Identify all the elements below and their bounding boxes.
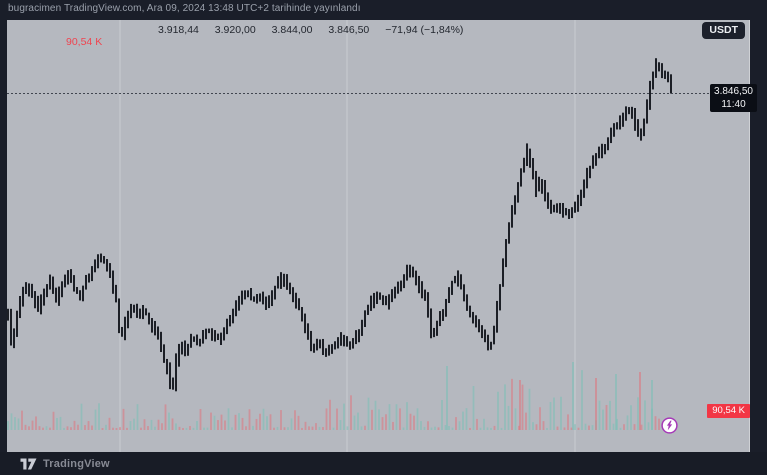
legend-open: 3.918,44 [158,24,199,36]
volume-legend-value: 90,54 K [66,36,103,48]
footer-bar: TradingView [0,452,767,475]
tradingview-logo-icon [20,458,37,469]
currency-button[interactable]: USDT [702,22,745,39]
candlestick-series [7,58,672,392]
lightning-icon [661,417,678,434]
price-volume-svg [7,20,672,452]
legend-low: 3.844,00 [271,24,313,36]
legend-change: −71,94 (−1,84%) [385,24,464,36]
attribution-text: bugracimen TradingView.com, Ara 09, 2024… [8,3,361,14]
volume-axis-label: 90,54 K [707,404,750,418]
legend-close: 3.846,50 [328,24,370,36]
last-price-value: 3.846,50 [714,86,753,97]
gridline-group [119,20,576,452]
tradingview-brand-text: TradingView [43,457,110,470]
chart-area[interactable]: 3.918,44 3.920,00 3.844,00 3.846,50 −71,… [7,20,757,452]
last-price-time: 11:40 [721,99,746,110]
volume-series [7,362,660,430]
legend-high: 3.920,00 [214,24,256,36]
ohlc-legend: 3.918,44 3.920,00 3.844,00 3.846,50 −71,… [158,24,463,36]
tradingview-link[interactable]: TradingView [20,458,110,470]
last-price-label: 3.846,50 11:40 [710,84,757,112]
last-price-dotted-line [7,93,749,94]
flash-button[interactable] [661,417,678,434]
